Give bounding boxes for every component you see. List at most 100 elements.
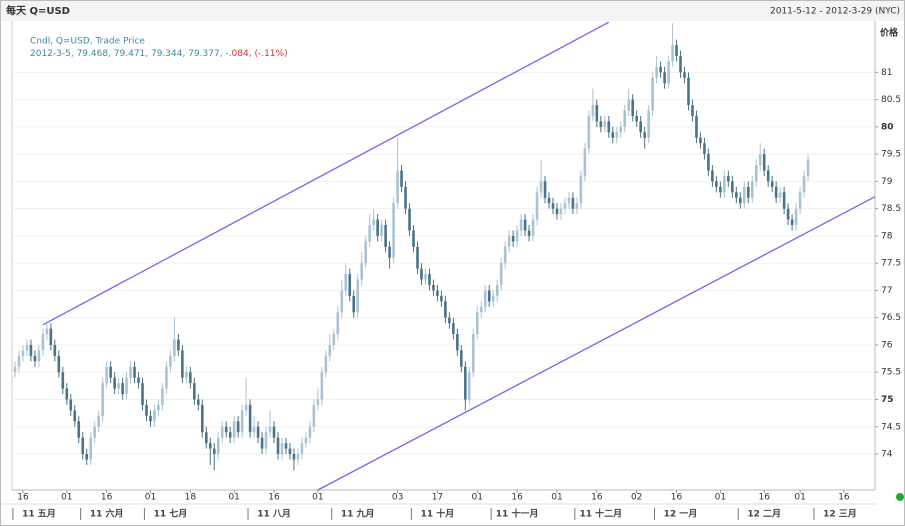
candle-body: [189, 372, 192, 384]
x-tick-label: 16: [838, 493, 850, 503]
candle-body: [798, 192, 802, 209]
candle-body: [173, 339, 176, 356]
candle-body: [81, 437, 85, 455]
candle-body: [571, 197, 575, 209]
candle-body: [312, 404, 316, 427]
candle-body: [655, 66, 658, 78]
candle-body: [260, 437, 264, 449]
x-tick-label: 03: [392, 493, 403, 503]
y-tick-label: 81: [881, 68, 892, 78]
candle-body: [587, 115, 591, 149]
candle-body: [627, 99, 631, 111]
candle-body: [133, 366, 136, 378]
candle-body: [699, 137, 702, 144]
candle-body: [599, 121, 603, 127]
candle-body: [659, 66, 662, 73]
candle-body: [69, 399, 73, 411]
candle-body: [252, 426, 256, 433]
month-label: 11 十一月: [496, 508, 539, 520]
candle-body: [432, 284, 435, 291]
candle-body: [555, 208, 559, 215]
candle-body: [101, 383, 104, 416]
candle-body: [344, 274, 348, 291]
candle-body: [37, 350, 41, 362]
candle-body: [49, 328, 53, 345]
candle-body: [288, 448, 292, 455]
candle-body: [543, 181, 547, 198]
candle-body: [663, 72, 666, 84]
candle-body: [348, 274, 352, 296]
y-tick-label: 76: [881, 340, 893, 350]
candle-body: [651, 77, 654, 111]
x-tick-label: 01: [472, 493, 483, 503]
candle-body: [758, 154, 762, 166]
legend-values: 2012-3-5, 79.468, 79.471, 79.344, 79.377…: [30, 49, 223, 59]
candle-body: [320, 372, 324, 400]
candle-body: [479, 306, 483, 313]
y-tick-label: 78.5: [881, 204, 901, 214]
candle-body: [193, 383, 196, 400]
candle-body: [468, 372, 471, 400]
candle-body: [738, 197, 742, 204]
month-label: 11 八月: [257, 509, 291, 520]
y-tick-label: 80.5: [881, 95, 901, 105]
candle-body: [145, 404, 148, 416]
y-tick-label: 79: [881, 177, 893, 187]
candle-body: [499, 263, 503, 285]
candle-body: [169, 355, 172, 367]
y-tick-label: 76.5: [881, 313, 901, 323]
candle-body: [715, 181, 718, 187]
candle-body: [635, 115, 638, 122]
candle-body: [483, 290, 487, 307]
candle-body: [364, 241, 367, 264]
candle-body: [153, 410, 156, 422]
month-label: 11 五月: [22, 509, 56, 520]
candle-body: [695, 115, 698, 138]
candle-body: [742, 186, 746, 204]
candle-body: [284, 443, 288, 449]
candle-body: [754, 165, 758, 182]
candle-body: [667, 61, 670, 84]
candle-body: [464, 366, 467, 400]
month-label: 12 二月: [747, 509, 781, 520]
candle-body: [683, 72, 686, 78]
candle-body: [89, 437, 93, 460]
candle-body: [786, 208, 790, 220]
candle-body: [45, 328, 49, 335]
candle-body: [57, 355, 61, 373]
candle-body: [794, 208, 798, 226]
candle-body: [762, 154, 766, 171]
candle-body: [316, 399, 320, 405]
candle-body: [388, 246, 391, 258]
candle-body: [675, 45, 678, 56]
candle-body: [623, 110, 627, 127]
candle-body: [420, 268, 423, 280]
candle-body: [224, 426, 228, 433]
candle-body: [766, 170, 770, 182]
candle-body: [65, 388, 69, 400]
candle-body: [727, 175, 730, 182]
candle-body: [575, 203, 579, 209]
candle-body: [185, 372, 188, 378]
candle-body: [220, 426, 224, 438]
candle-body: [157, 404, 160, 411]
candle-body: [77, 421, 81, 438]
x-tick-label: 16: [591, 493, 603, 503]
x-tick-label: 16: [671, 493, 683, 503]
candle-body: [29, 344, 33, 356]
candle-body: [105, 366, 108, 384]
candle-body: [551, 203, 555, 209]
x-tick-label: 01: [312, 493, 323, 503]
y-tick-label: 75.5: [881, 368, 901, 378]
candle-body: [503, 246, 507, 264]
candle-body: [535, 192, 539, 220]
candle-body: [384, 225, 387, 247]
x-tick-label: 18: [185, 493, 197, 503]
y-axis-title: 价格: [880, 27, 899, 39]
candle-body: [531, 219, 535, 236]
candle-body: [25, 344, 29, 351]
candle-body: [404, 186, 407, 209]
candle-body: [121, 383, 124, 395]
trendline: [317, 196, 876, 491]
